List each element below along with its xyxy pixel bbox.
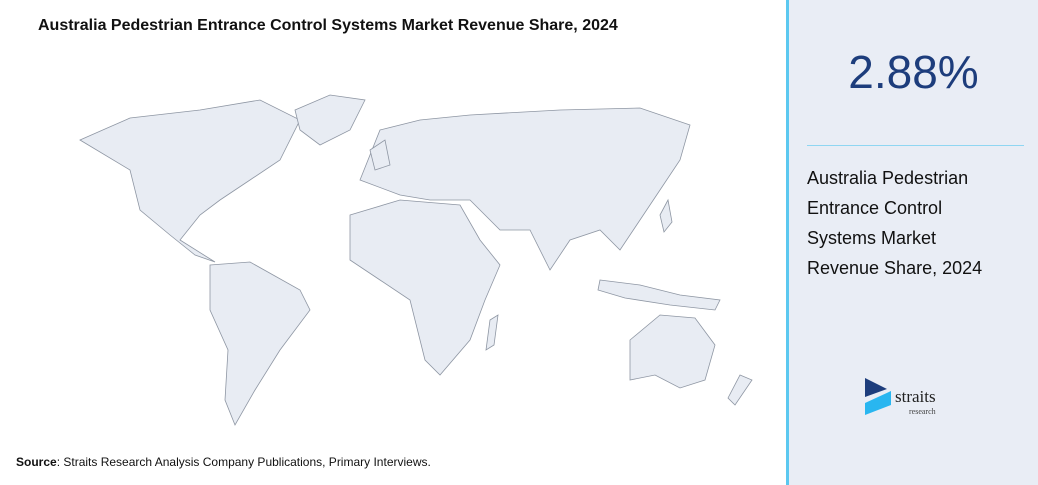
logo-name: straits [895, 387, 936, 406]
title: Australia Pedestrian Entrance Control Sy… [38, 17, 618, 34]
logo: straits research [865, 378, 936, 416]
divider [807, 145, 1024, 146]
stat-label: Australia Pedestrian Entrance Control Sy… [807, 168, 983, 278]
source-text: : Straits Research Analysis Company Publ… [56, 455, 431, 469]
world-map [79, 94, 753, 426]
stat-panel: 2.88% Australia Pedestrian Entrance Cont… [786, 0, 1038, 485]
stat-value: 2.88% [848, 46, 979, 98]
source-label: Source [16, 455, 57, 469]
source: Source: Straits Research Analysis Compan… [16, 455, 431, 469]
logo-sub: research [909, 407, 936, 416]
